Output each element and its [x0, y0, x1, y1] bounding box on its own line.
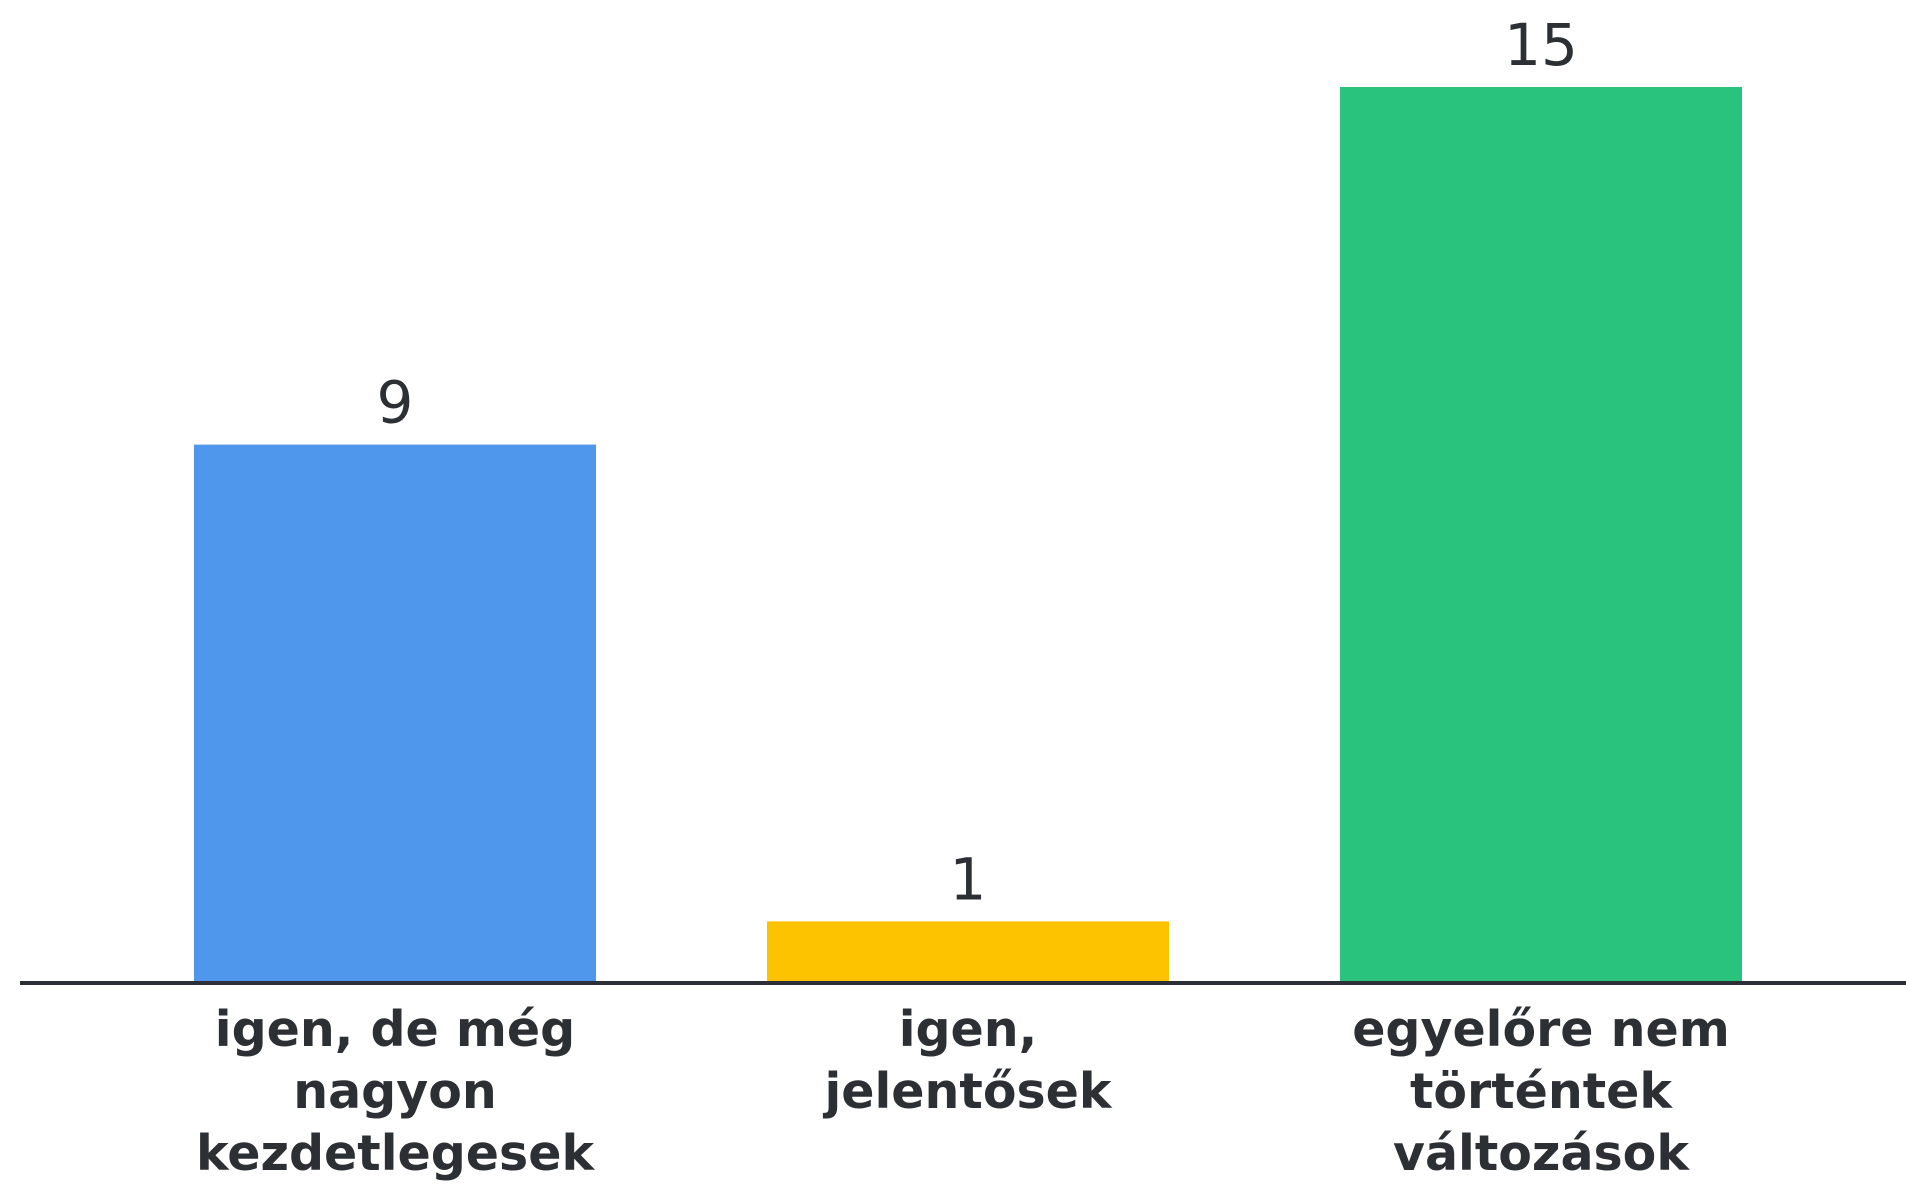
- category-label-1: igen, de még nagyon kezdetlegesek: [196, 1001, 595, 1182]
- bars-group: [194, 87, 1742, 982]
- bar-3: [1340, 87, 1742, 981]
- category-labels-group: igen, de még nagyon kezdetlegesek igen, jele…: [196, 1001, 1730, 1182]
- category-label-line: egyelőre nem: [1352, 1001, 1730, 1058]
- category-label-line: nagyon: [293, 1063, 497, 1120]
- category-label-line: igen, de még: [215, 1001, 575, 1058]
- category-label-2: igen, jelentősek: [822, 1001, 1112, 1120]
- category-label-3: egyelőre nem történtek változások: [1352, 1001, 1730, 1182]
- value-label-3: 15: [1504, 11, 1578, 79]
- category-label-line: igen,: [899, 1001, 1038, 1058]
- category-label-line: kezdetlegesek: [196, 1125, 595, 1182]
- category-label-line: történtek: [1410, 1063, 1673, 1120]
- value-labels-group: 9 1 15: [377, 11, 1578, 913]
- value-label-1: 9: [377, 369, 414, 437]
- bar-2: [767, 921, 1169, 981]
- category-label-line: jelentősek: [822, 1063, 1112, 1120]
- value-label-2: 1: [950, 845, 987, 913]
- category-label-line: változások: [1393, 1125, 1690, 1182]
- bar-1: [194, 444, 596, 982]
